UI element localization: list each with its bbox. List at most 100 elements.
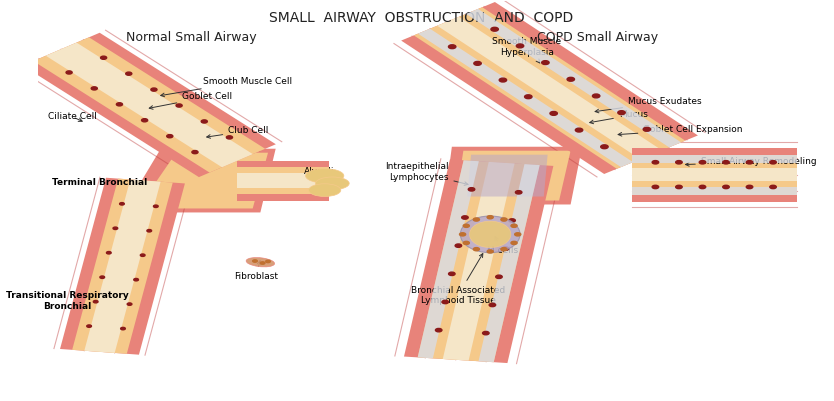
Circle shape xyxy=(176,104,182,107)
Circle shape xyxy=(511,241,517,245)
Circle shape xyxy=(121,327,125,330)
Circle shape xyxy=(723,160,729,164)
Circle shape xyxy=(592,94,600,98)
Circle shape xyxy=(676,160,682,164)
Circle shape xyxy=(550,111,557,115)
Polygon shape xyxy=(418,160,540,362)
Circle shape xyxy=(117,103,123,106)
Circle shape xyxy=(490,303,495,307)
Circle shape xyxy=(462,216,468,219)
Circle shape xyxy=(474,218,480,221)
Polygon shape xyxy=(632,155,796,194)
Circle shape xyxy=(201,120,208,123)
Circle shape xyxy=(126,72,132,75)
Circle shape xyxy=(101,56,107,59)
Circle shape xyxy=(449,45,456,49)
Text: Alveoli: Alveoli xyxy=(304,167,334,176)
Circle shape xyxy=(487,250,493,253)
Text: Bronchial Associated
Lymphoid Tissue: Bronchial Associated Lymphoid Tissue xyxy=(411,253,505,305)
Circle shape xyxy=(600,145,608,149)
Circle shape xyxy=(93,300,98,303)
Circle shape xyxy=(746,185,753,188)
Circle shape xyxy=(151,88,157,91)
Polygon shape xyxy=(73,178,173,354)
Polygon shape xyxy=(632,155,796,163)
Circle shape xyxy=(770,160,776,164)
Circle shape xyxy=(652,185,659,188)
Circle shape xyxy=(487,216,493,219)
Circle shape xyxy=(463,224,470,227)
Text: M cells: M cells xyxy=(487,237,518,255)
Polygon shape xyxy=(455,151,570,200)
Circle shape xyxy=(575,128,583,132)
Circle shape xyxy=(91,87,98,90)
Circle shape xyxy=(746,160,753,164)
Polygon shape xyxy=(238,173,329,188)
Circle shape xyxy=(770,185,776,188)
Polygon shape xyxy=(418,29,633,167)
Text: SMALL  AIRWAY  OBSTRUCTION  AND  COPD: SMALL AIRWAY OBSTRUCTION AND COPD xyxy=(269,11,573,25)
Circle shape xyxy=(652,160,659,164)
Circle shape xyxy=(501,218,507,221)
Circle shape xyxy=(107,251,111,254)
Circle shape xyxy=(266,260,270,263)
Circle shape xyxy=(500,78,506,82)
Polygon shape xyxy=(632,168,796,181)
Polygon shape xyxy=(632,186,796,194)
Circle shape xyxy=(468,188,475,191)
Ellipse shape xyxy=(305,169,344,183)
Circle shape xyxy=(435,328,442,332)
Circle shape xyxy=(491,27,499,31)
Text: Mucus: Mucus xyxy=(590,110,648,124)
Circle shape xyxy=(699,160,706,164)
Circle shape xyxy=(455,244,462,247)
Circle shape xyxy=(133,278,138,281)
Circle shape xyxy=(460,233,465,236)
Polygon shape xyxy=(466,9,681,147)
Polygon shape xyxy=(401,2,698,174)
Circle shape xyxy=(260,262,265,264)
Text: Club Cell: Club Cell xyxy=(207,126,269,138)
Text: Intraepithelial
Lymphocytes: Intraepithelial Lymphocytes xyxy=(384,162,468,185)
Circle shape xyxy=(516,44,524,48)
Text: Fibroblast: Fibroblast xyxy=(234,261,278,281)
Circle shape xyxy=(142,119,148,122)
Circle shape xyxy=(699,185,706,188)
Circle shape xyxy=(87,325,92,327)
Circle shape xyxy=(567,77,575,81)
Circle shape xyxy=(66,71,73,74)
Circle shape xyxy=(442,300,449,304)
Text: Mucus Exudates: Mucus Exudates xyxy=(595,97,701,113)
Polygon shape xyxy=(632,148,796,202)
Text: Smooth Muscle Cell: Smooth Muscle Cell xyxy=(161,77,292,97)
Circle shape xyxy=(449,272,455,275)
Polygon shape xyxy=(404,160,554,363)
Circle shape xyxy=(515,233,520,236)
Circle shape xyxy=(525,95,532,99)
Circle shape xyxy=(192,150,198,154)
Text: Goblet Cell Expansion: Goblet Cell Expansion xyxy=(618,125,743,136)
Text: Goblet Cell: Goblet Cell xyxy=(149,93,233,109)
Ellipse shape xyxy=(309,184,341,196)
Text: Transitional Respiratory
Bronchial: Transitional Respiratory Bronchial xyxy=(6,291,128,310)
Circle shape xyxy=(618,111,626,115)
Text: Smooth Muscle
Hyperplasia: Smooth Muscle Hyperplasia xyxy=(492,37,561,63)
Circle shape xyxy=(474,61,481,65)
Polygon shape xyxy=(443,162,515,360)
Circle shape xyxy=(502,247,509,250)
Circle shape xyxy=(495,275,502,278)
Circle shape xyxy=(128,303,132,305)
Polygon shape xyxy=(467,155,548,196)
Polygon shape xyxy=(418,160,479,358)
Circle shape xyxy=(501,247,507,251)
Circle shape xyxy=(167,135,173,138)
Circle shape xyxy=(509,219,515,222)
Circle shape xyxy=(511,224,517,227)
Polygon shape xyxy=(414,7,686,169)
Polygon shape xyxy=(238,167,329,194)
Text: Normal Small Airway: Normal Small Airway xyxy=(126,31,257,44)
Ellipse shape xyxy=(246,257,274,267)
Ellipse shape xyxy=(315,177,349,190)
Text: COPD Small Airway: COPD Small Airway xyxy=(537,31,658,44)
Polygon shape xyxy=(238,161,329,200)
